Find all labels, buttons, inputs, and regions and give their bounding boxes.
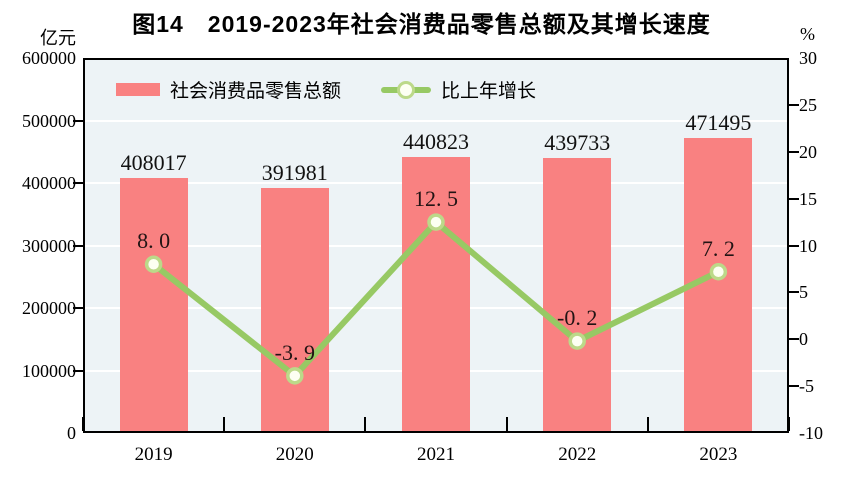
right-axis-tick (789, 385, 799, 388)
right-axis-tick (789, 197, 799, 200)
right-axis-tick-label: 20 (799, 141, 817, 162)
line-circle-icon (381, 80, 432, 99)
left-axis-unit: 亿元 (40, 28, 76, 48)
retail-total-bar (402, 157, 470, 433)
left-axis-tick (73, 369, 83, 372)
right-axis-tick-label: 15 (799, 188, 817, 209)
x-axis-category-label: 2023 (699, 444, 738, 465)
legend: 社会消费品零售总额 比上年增长 (116, 76, 536, 103)
right-axis-tick-label: -10 (799, 423, 823, 443)
legend-label: 比上年增长 (441, 81, 537, 102)
retail-total-bar (119, 177, 188, 433)
left-axis-tick-label: 100000 (22, 360, 76, 381)
left-axis-tick-label: 500000 (22, 110, 76, 131)
left-axis-tick (73, 244, 83, 247)
left-axis-tick (73, 182, 83, 184)
right-axis-tick (789, 338, 799, 341)
right-axis-unit: % (800, 24, 815, 44)
right-axis-tick-label: 10 (799, 235, 817, 256)
legend-item-retail-total: 社会消费品零售总额 (116, 76, 341, 103)
retail-total-bar (260, 188, 329, 433)
x-axis-category-label: 2020 (275, 444, 314, 465)
x-axis-category-label: 2021 (417, 444, 455, 465)
x-axis-category-label: 2019 (134, 444, 173, 465)
growth-point-marker (286, 367, 304, 385)
growth-point-marker (568, 332, 586, 350)
right-axis-tick (789, 291, 799, 294)
growth-point-marker (144, 255, 163, 273)
right-axis-tick-label: -5 (799, 376, 814, 397)
left-axis-tick-label: 200000 (22, 298, 76, 318)
growth-point-marker (427, 213, 445, 231)
bar-swatch-icon (116, 83, 160, 96)
left-axis-tick (73, 119, 83, 122)
left-axis-tick-label: 300000 (22, 235, 76, 256)
growth-line (150, 219, 722, 379)
right-axis-tick (789, 150, 799, 153)
right-axis-tick (789, 103, 799, 106)
plot-area (83, 58, 789, 433)
right-axis-tick-label: 0 (799, 329, 808, 350)
line-marker-circle (397, 80, 416, 99)
right-axis-tick-label: 30 (799, 48, 817, 68)
right-axis-tick (789, 244, 799, 247)
growth-line-layer (144, 213, 728, 385)
legend-label: 社会消费品零售总额 (170, 81, 342, 102)
left-axis-tick-label: 600000 (22, 48, 76, 68)
legend-item-growth: 比上年增长 (381, 76, 536, 103)
left-axis-tick-label: 400000 (22, 173, 76, 193)
chart-title: 图14 2019-2023年社会消费品零售总额及其增长速度 (132, 11, 711, 37)
right-axis-tick-label: 5 (799, 282, 808, 303)
retail-total-bar (543, 158, 612, 433)
left-axis-tick (73, 307, 83, 309)
right-axis-tick-label: 25 (799, 94, 817, 115)
grid-line (83, 119, 789, 122)
x-axis-category-label: 2022 (558, 444, 597, 465)
growth-point-marker (709, 263, 728, 281)
left-axis-tick-label: 0 (67, 423, 76, 443)
